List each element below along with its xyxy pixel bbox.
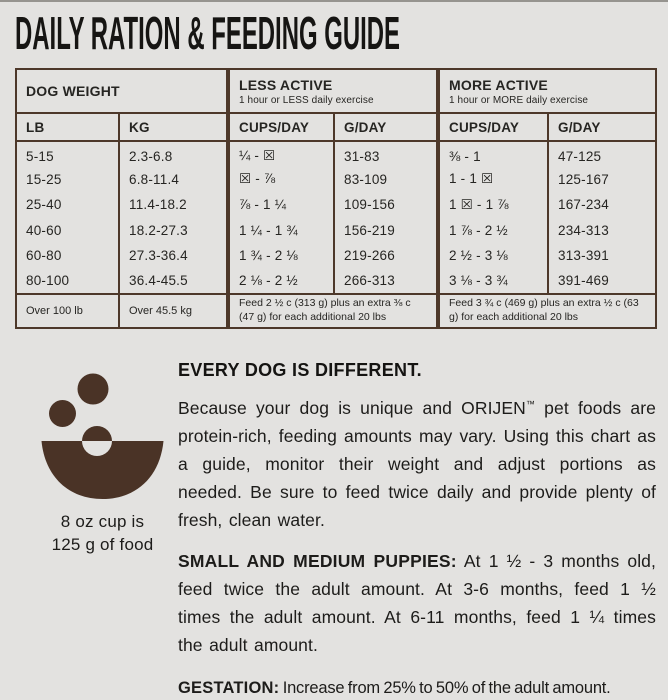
gestation-paragraph: GESTATION: Increase from 25% to 50% of t…	[178, 674, 656, 700]
bowl-shape	[41, 441, 164, 499]
table-row: 25-40 11.4-18.2 ⅞ - 1 ¼ 109-156 1 ☒ - 1 …	[16, 192, 657, 218]
cell-less-cups: 1 ¼ - 1 ¾	[226, 217, 334, 243]
less-active-group-header: LESS ACTIVE 1 hour or LESS daily exercis…	[225, 69, 439, 114]
cell-less-cups: ☒ - ⅞	[226, 166, 334, 192]
cell-less-grams: 31-83	[332, 141, 439, 167]
cell-less-cups: 1 ¾ - 2 ⅛	[226, 243, 334, 269]
kibble-circle	[77, 373, 109, 405]
cup-measure-caption: 8 oz cup is 125 g of food	[25, 510, 180, 556]
more-active-note: Feed 3 ¾ c (469 g) plus an extra ½ c (63…	[436, 293, 657, 328]
cell-less-cups: ¼ - ☒	[226, 141, 334, 167]
kibble-rim-top	[82, 426, 112, 441]
cell-lb: 60-80	[26, 248, 62, 264]
cell-more-grams: 313-391	[547, 243, 657, 269]
cell-more-cups: 1 ⅞ - 2 ½	[436, 217, 549, 243]
cell-lb: 40-60	[26, 222, 62, 238]
dog-weight-group-header: DOG WEIGHT	[16, 69, 228, 114]
cup-caption-line1: 8 oz cup is	[60, 512, 145, 531]
more-active-group-header: MORE ACTIVE 1 hour or MORE daily exercis…	[436, 69, 657, 114]
dog-weight-label: DOG WEIGHT	[26, 83, 120, 99]
col-header-less-cups: CUPS/DAY	[226, 113, 334, 142]
cell-more-grams: 391-469	[547, 268, 657, 294]
table-row: 60-80 27.3-36.4 1 ¾ - 2 ⅛ 219-266 2 ½ - …	[16, 243, 657, 269]
col-header-more-cups: CUPS/DAY	[436, 113, 549, 142]
cell-more-cups: 1 - 1 ☒	[436, 166, 549, 192]
intro-text-post: pet foods are protein-rich, feeding amou…	[178, 398, 656, 530]
table-row: 40-60 18.2-27.3 1 ¼ - 1 ¾ 156-219 1 ⅞ - …	[16, 217, 657, 243]
less-active-label: LESS ACTIVE	[239, 76, 333, 93]
group-header-row: DOG WEIGHT LESS ACTIVE 1 hour or LESS da…	[16, 69, 657, 114]
page-title: DAILY RATION & FEEDING GUIDE	[15, 7, 400, 59]
table-row: 5-15 2.3-6.8 ¼ - ☒ 31-83 ⅜ - 1 47-125	[16, 141, 657, 167]
gestation-label: GESTATION:	[178, 679, 280, 697]
puppies-text: At 1 ½ - 3 months old, feed twice the ad…	[178, 551, 656, 655]
col-header-more-grams: G/DAY	[547, 113, 657, 142]
column-header-row: LB KG CUPS/DAY G/DAY CUPS/DAY G/DAY	[16, 113, 657, 142]
kibble-rim-cutout	[82, 441, 112, 456]
footer-kg: Over 45.5 kg	[118, 293, 228, 328]
cell-less-grams: 266-313	[332, 268, 439, 294]
cell-more-grams: 234-313	[547, 217, 657, 243]
intro-paragraph: Because your dog is unique and ORIJEN™ p…	[178, 394, 656, 534]
cell-more-grams: 125-167	[547, 166, 657, 192]
less-active-note: Feed 2 ½ c (313 g) plus an extra ⅜ c (47…	[225, 293, 439, 328]
table-row: 15-25 6.8-11.4 ☒ - ⅞ 83-109 1 - 1 ☒ 125-…	[16, 166, 657, 192]
cell-more-grams: 47-125	[547, 141, 657, 167]
cell-kg: 27.3-36.4	[118, 243, 228, 269]
cell-more-cups: 2 ½ - 3 ⅛	[436, 243, 549, 269]
intro-text-pre: Because your dog is unique and ORIJEN	[178, 398, 526, 418]
cell-kg: 18.2-27.3	[118, 217, 228, 243]
cell-kg: 6.8-11.4	[118, 166, 228, 192]
cell-kg: 2.3-6.8	[118, 141, 228, 167]
cell-less-grams: 156-219	[332, 217, 439, 243]
col-header-kg: KG	[118, 113, 228, 142]
cell-more-cups: 1 ☒ - 1 ⅞	[436, 192, 549, 218]
cell-less-cups: ⅞ - 1 ¼	[226, 192, 334, 218]
trademark-symbol: ™	[525, 399, 536, 410]
kibble-circle	[49, 400, 76, 427]
cell-less-grams: 109-156	[332, 192, 439, 218]
table-row: 80-100 36.4-45.5 2 ⅛ - 2 ½ 266-313 3 ⅛ -…	[16, 268, 657, 294]
cell-less-cups: 2 ⅛ - 2 ½	[226, 268, 334, 294]
cell-kg: 36.4-45.5	[118, 268, 228, 294]
cell-more-grams: 167-234	[547, 192, 657, 218]
puppies-paragraph: SMALL AND MEDIUM PUPPIES: At 1 ½ - 3 mon…	[178, 547, 656, 659]
cell-kg: 11.4-18.2	[118, 192, 228, 218]
cell-more-cups: 3 ⅛ - 3 ¾	[436, 268, 549, 294]
cell-lb: 15-25	[26, 171, 62, 187]
cell-less-grams: 83-109	[332, 166, 439, 192]
cell-lb: 5-15	[26, 148, 54, 164]
cup-caption-line2: 125 g of food	[51, 535, 154, 554]
notes-heading: EVERY DOG IS DIFFERENT.	[178, 360, 422, 380]
over-100lb-row: Over 100 lb Over 45.5 kg Feed 2 ½ c (313…	[16, 293, 657, 328]
food-bowl-icon	[40, 365, 165, 505]
cell-more-cups: ⅜ - 1	[436, 141, 549, 167]
cell-less-grams: 219-266	[332, 243, 439, 269]
footer-lb: Over 100 lb	[16, 293, 119, 328]
notes-section: EVERY DOG IS DIFFERENT. Because your dog…	[178, 360, 656, 700]
col-header-less-grams: G/DAY	[332, 113, 439, 142]
puppies-label: SMALL AND MEDIUM PUPPIES:	[178, 551, 457, 571]
less-active-sublabel: 1 hour or LESS daily exercise	[239, 94, 374, 106]
cell-lb: 25-40	[26, 197, 62, 213]
cell-lb: 80-100	[26, 273, 70, 289]
food-bowl-graphic	[41, 373, 164, 499]
col-header-lb: LB	[16, 113, 119, 142]
gestation-text: Increase from 25% to 50% of the adult am…	[279, 679, 611, 697]
more-active-label: MORE ACTIVE	[449, 76, 548, 93]
feeding-table: DOG WEIGHT LESS ACTIVE 1 hour or LESS da…	[15, 68, 658, 329]
more-active-sublabel: 1 hour or MORE daily exercise	[449, 94, 589, 106]
